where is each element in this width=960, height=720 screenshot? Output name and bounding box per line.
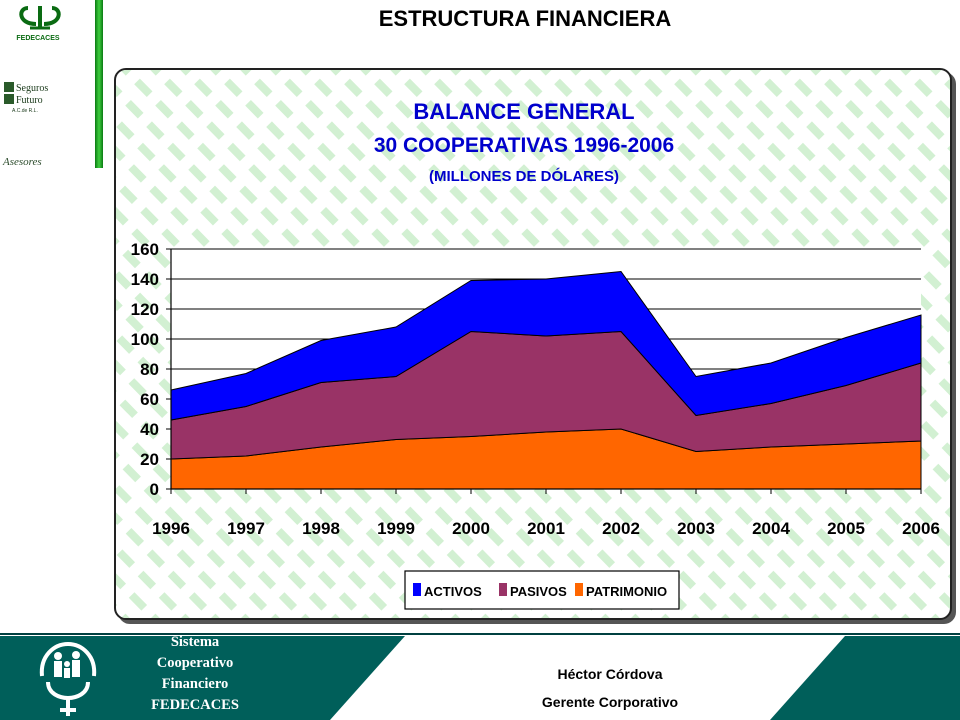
family-icon (39, 641, 97, 716)
legend-box (404, 570, 680, 610)
stripe (780, 70, 950, 243)
legend-swatch-pasivos (499, 583, 507, 596)
x-tick-label: 2005 (827, 519, 865, 538)
y-tick-label: 80 (140, 360, 159, 379)
stripe (116, 481, 250, 618)
legend-swatch-activos (413, 583, 421, 596)
x-tick-label: 2002 (602, 519, 640, 538)
y-tick-label: 120 (131, 300, 159, 319)
footer-org-line3: Financiero (161, 676, 229, 692)
stripe (116, 329, 400, 618)
chart-title-line3: (MILLONES DE DÓLARES) (429, 167, 619, 185)
footer-left-panel (0, 636, 405, 720)
chart-title-line1: BALANCE GENERAL (413, 99, 634, 124)
footer-person: Héctor Córdova Gerente Corporativo (480, 660, 740, 716)
x-tick-label: 2006 (902, 519, 940, 538)
slide-title: ESTRUCTURA FINANCIERA (378, 6, 672, 31)
stripe (116, 359, 370, 618)
x-tick-label: 1998 (302, 519, 340, 538)
stripe (116, 390, 340, 618)
legend-label-activos: ACTIVOS (424, 584, 482, 599)
logo-column: FEDECACES Seguros Futuro A.C.de R.L. Ase… (0, 0, 80, 175)
footer-org-name: Sistema Cooperativo Financiero FEDECACES (120, 632, 270, 716)
stripe (720, 70, 950, 304)
green-accent-bar (95, 0, 103, 168)
legend-label-pasivos: PASIVOS (510, 584, 567, 599)
chart-legend: ACTIVOS PASIVOS PATRIMONIO (404, 570, 680, 610)
fedecaces-logo-text: FEDECACES (16, 35, 60, 42)
asesores-logo: Asesores (2, 156, 42, 168)
stripe (116, 298, 430, 618)
stripe (116, 451, 280, 618)
stripe (750, 70, 950, 274)
legend-label-patrimonio: PATRIMONIO (586, 584, 667, 599)
seguros-sub-text: A.C.de R.L. (12, 108, 38, 114)
x-tick-label: 2004 (752, 519, 790, 538)
x-tick-label: 1997 (227, 519, 265, 538)
area-activos (170, 270, 922, 421)
footer-org-line1: Sistema (170, 634, 220, 650)
x-tick-label: 1999 (377, 519, 415, 538)
legend-swatch-patrimonio (575, 583, 583, 596)
stripe (660, 70, 950, 365)
chart-svg: BALANCE GENERAL 30 COOPERATIVAS 1996-200… (116, 70, 950, 618)
chart-title: BALANCE GENERAL 30 COOPERATIVAS 1996-200… (374, 99, 674, 185)
footer-right-panel (770, 636, 960, 720)
y-tick-label: 100 (131, 330, 159, 349)
x-tick-label: 1996 (152, 519, 190, 538)
x-tick-label: 2003 (677, 519, 715, 538)
y-tick-label: 20 (140, 450, 159, 469)
person-name: Héctor Córdova (557, 666, 663, 682)
y-tick-label: 140 (131, 270, 159, 289)
logos-svg: FEDECACES Seguros Futuro A.C.de R.L. Ase… (2, 6, 61, 168)
footer-org-line4: FEDECACES (151, 697, 239, 713)
fedecaces-logo (19, 6, 61, 30)
stripe (116, 420, 310, 618)
y-tick-label: 0 (150, 480, 159, 499)
stripe (116, 512, 220, 618)
seguros-futuro-logo: Seguros Futuro A.C.de R.L. (4, 82, 48, 114)
y-tick-label: 160 (131, 240, 159, 259)
seguros-text: Seguros (16, 83, 48, 94)
chart-panel: BALANCE GENERAL 30 COOPERATIVAS 1996-200… (114, 68, 952, 620)
chart-title-line2: 30 COOPERATIVAS 1996-2006 (374, 134, 674, 157)
futuro-text: Futuro (16, 95, 43, 106)
x-axis-ticks: 1996 1997 1998 1999 2000 2001 2002 2003 2004 2005… (152, 489, 940, 538)
x-tick-label: 2000 (452, 519, 490, 538)
y-axis-ticks: 0 20 40 60 80 100 120 140 160 (131, 240, 171, 499)
footer-org-line2: Cooperativo (156, 655, 234, 671)
y-tick-label: 60 (140, 390, 159, 409)
y-tick-label: 40 (140, 420, 159, 439)
stripe (840, 70, 950, 182)
x-tick-label: 2001 (527, 519, 565, 538)
footer-band (0, 633, 960, 720)
person-title: Gerente Corporativo (541, 694, 679, 710)
stripe (690, 70, 950, 335)
stripe (810, 70, 950, 213)
